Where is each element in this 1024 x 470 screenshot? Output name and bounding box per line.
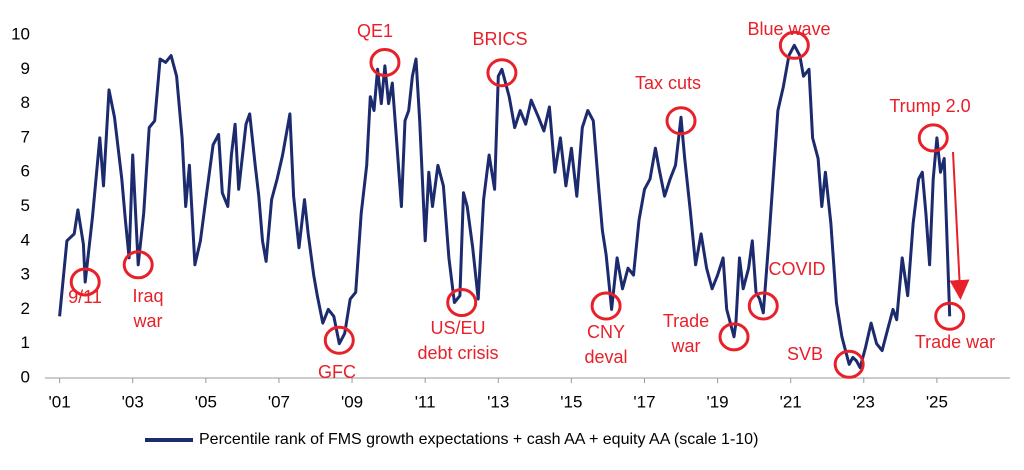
y-tick-label: 5 xyxy=(21,196,30,215)
annotation-label: 9/11 xyxy=(68,287,102,307)
x-tick-label: '19 xyxy=(706,392,728,411)
x-tick-label: '17 xyxy=(633,392,655,411)
arrow xyxy=(949,151,970,300)
x-tick-label: '05 xyxy=(195,392,217,411)
annotation-circle xyxy=(833,349,865,379)
annotation-circle xyxy=(718,322,750,352)
x-tick-label: '15 xyxy=(560,392,582,411)
annotation-circle xyxy=(665,106,697,136)
annotation-circle xyxy=(323,325,355,355)
y-tick-label: 6 xyxy=(21,162,30,181)
annotation-label: war xyxy=(670,336,700,356)
annotation-label: Blue wave xyxy=(747,19,830,39)
y-tick-label: 9 xyxy=(21,59,30,78)
annotation-label: CNY xyxy=(587,322,625,342)
annotation-label: debt crisis xyxy=(417,343,498,363)
y-tick-label: 10 xyxy=(11,24,30,43)
x-tick-label: '21 xyxy=(780,392,802,411)
y-tick-label: 1 xyxy=(21,333,30,352)
y-tick-label: 4 xyxy=(21,230,30,249)
annotation-circle xyxy=(778,30,810,60)
y-tick-label: 7 xyxy=(21,127,30,146)
annotation-circle xyxy=(934,301,966,331)
annotation-label: COVID xyxy=(768,259,825,279)
y-tick-label: 2 xyxy=(21,299,30,318)
annotation-label: QE1 xyxy=(357,21,393,41)
x-tick-label: '25 xyxy=(926,392,948,411)
legend-label: Percentile rank of FMS growth expectatio… xyxy=(199,431,758,448)
x-tick-label: '23 xyxy=(853,392,875,411)
annotation-label: SVB xyxy=(787,344,823,364)
x-tick-label: '11 xyxy=(415,392,436,411)
annotation-circle xyxy=(747,291,779,321)
annotation-label: Trade xyxy=(663,311,709,331)
annotation-label: Iraq xyxy=(132,286,163,306)
y-tick-label: 0 xyxy=(21,367,30,386)
annotation-circle xyxy=(917,123,949,153)
x-tick-label: '07 xyxy=(268,392,290,411)
annotation-label: war xyxy=(132,311,162,331)
annotation-label: GFC xyxy=(318,362,356,382)
annotation-circle xyxy=(590,291,622,321)
y-tick-label: 3 xyxy=(21,265,30,284)
annotation-label: US/EU xyxy=(430,318,485,338)
annotation-circle xyxy=(122,250,154,280)
annotation-circle xyxy=(486,58,518,88)
annotation-circle xyxy=(69,267,101,297)
annotation-circle xyxy=(369,47,401,77)
annotation-label: Trump 2.0 xyxy=(889,96,970,116)
annotation-circle xyxy=(446,288,478,318)
annotation-label: BRICS xyxy=(472,29,527,49)
x-tick-label: '09 xyxy=(341,392,363,411)
x-tick-label: '01 xyxy=(49,392,71,411)
x-tick-label: '13 xyxy=(487,392,509,411)
x-tick-label: '03 xyxy=(122,392,144,411)
annotation-label: Trade war xyxy=(915,332,995,352)
annotation-label: deval xyxy=(584,347,627,367)
y-tick-label: 8 xyxy=(21,93,30,112)
series-line xyxy=(58,43,952,370)
annotation-label: Tax cuts xyxy=(635,73,701,93)
